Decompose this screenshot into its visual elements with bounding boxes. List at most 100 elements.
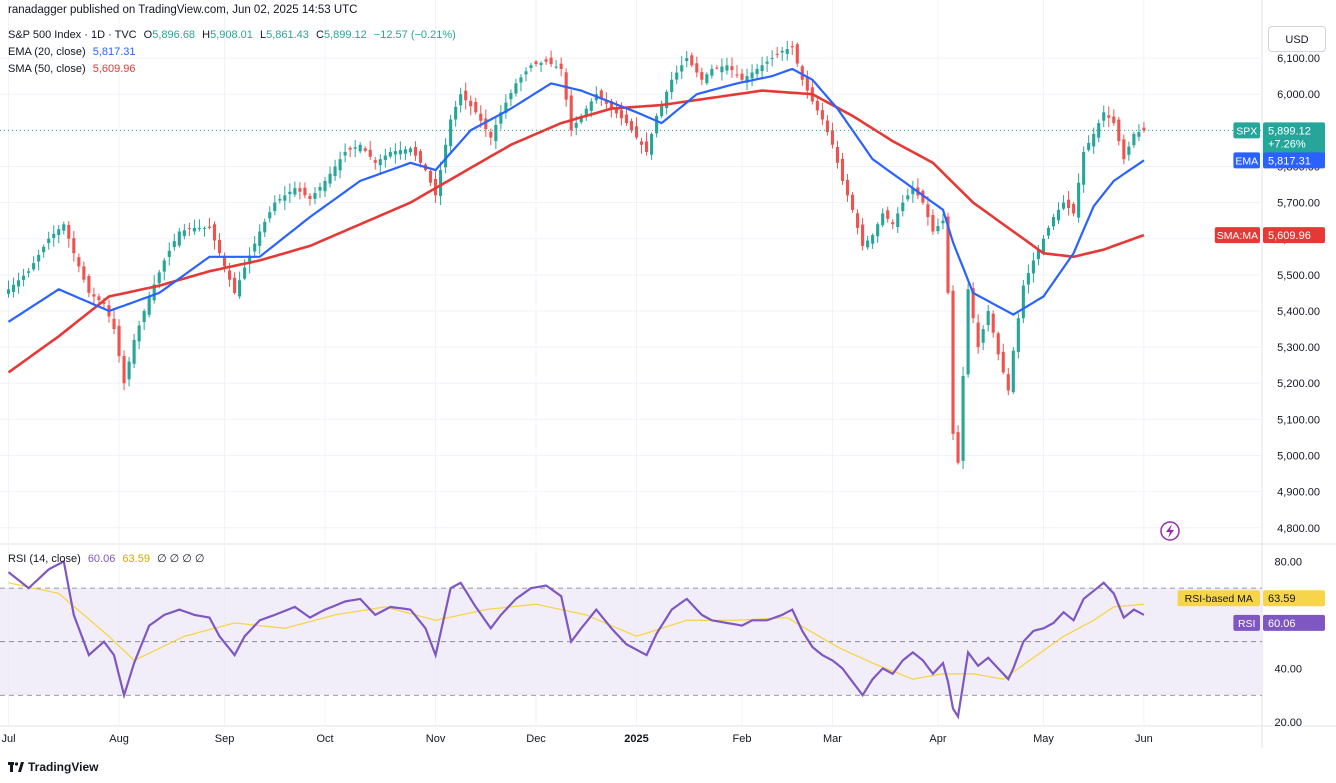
rsi-badge-label: RSI: [1238, 618, 1256, 630]
candle-body: [574, 123, 578, 128]
candle-body: [408, 148, 412, 153]
candle-body: [449, 119, 453, 147]
candle-body: [253, 243, 257, 252]
candle-body: [820, 110, 824, 120]
candle-body: [891, 222, 895, 225]
candle-body: [780, 50, 784, 53]
candle-body: [931, 215, 935, 232]
candle-body: [1087, 142, 1091, 151]
candle-body: [1046, 227, 1051, 236]
spx-badge-label: SPX: [1236, 125, 1257, 137]
candle-body: [278, 198, 282, 201]
low-label: L: [259, 29, 267, 41]
rsi-legend-label: RSI (14, close): [8, 553, 81, 565]
candle-body: [1031, 260, 1035, 274]
candle-body: [881, 213, 885, 226]
candle-body: [871, 235, 875, 244]
spx-badge-extra: +7.26%: [1268, 138, 1306, 150]
candle-body: [243, 267, 247, 279]
candle-body: [645, 141, 649, 153]
candle-body: [127, 361, 131, 380]
candle-body: [544, 59, 548, 62]
candle-body: [373, 160, 377, 163]
candle-body: [715, 67, 719, 69]
rsi-ma-badge-label: RSI-based MA: [1185, 593, 1253, 605]
candle-body: [308, 195, 312, 199]
candle-body: [97, 296, 101, 301]
candle-body: [22, 275, 26, 280]
candle-body: [579, 115, 583, 123]
candle-body: [770, 58, 774, 60]
candle-body: [680, 65, 684, 72]
candle-body: [655, 115, 659, 134]
ema-badge-value-bg: [1263, 152, 1325, 169]
price-tick-label: 5,400.00: [1277, 306, 1320, 318]
candle-body: [589, 101, 593, 111]
symbol-name: S&P 500 Index · 1D · TVC: [8, 29, 137, 41]
candle-body: [474, 101, 478, 113]
candle-body: [961, 376, 965, 461]
candle-body: [11, 284, 16, 292]
currency-button[interactable]: USD: [1268, 26, 1326, 52]
candle-body: [1036, 249, 1040, 260]
candle-body: [338, 159, 342, 171]
candle-body: [353, 147, 357, 149]
candle-body: [313, 192, 317, 199]
candle-body: [1067, 199, 1071, 209]
candle-body: [956, 432, 960, 463]
candle-body: [775, 53, 779, 55]
candle-body: [393, 151, 397, 155]
candle-body: [569, 95, 573, 131]
candle-body: [303, 187, 307, 196]
candle-body: [660, 103, 664, 117]
candle-body: [745, 76, 749, 83]
rsi-legend-value: 60.06: [87, 553, 116, 565]
sma-legend[interactable]: SMA (50, close) 5,609.96: [8, 63, 140, 75]
candle-body: [695, 63, 699, 73]
rsi-legend[interactable]: RSI (14, close) 60.06 63.59 ∅ ∅ ∅ ∅: [8, 552, 209, 565]
ema-legend[interactable]: EMA (20, close) 5,817.31: [8, 46, 140, 58]
candle-body: [690, 55, 694, 66]
candle-body: [1021, 285, 1025, 319]
candle-body: [901, 202, 905, 212]
candle-body: [238, 280, 242, 297]
candle-body: [152, 284, 156, 301]
candle-body: [514, 83, 518, 94]
candle-body: [1097, 123, 1101, 138]
candle-body: [785, 49, 789, 54]
rsi-ma-badge: RSI-based MA 63.59: [1177, 590, 1325, 607]
candle-body: [675, 72, 679, 80]
tradingview-footer[interactable]: TradingView: [8, 760, 98, 774]
candle-body: [157, 272, 161, 284]
time-tick-label: Jul: [1, 733, 15, 745]
alert-icon-bolt: [1166, 524, 1174, 538]
candle-body: [444, 144, 448, 168]
candle-body: [27, 271, 31, 273]
candle-body: [946, 216, 950, 293]
candle-body: [665, 91, 669, 108]
candle-body: [117, 325, 121, 357]
spx-badge-value: 5,899.12: [1268, 125, 1311, 137]
candle-body: [1142, 127, 1146, 131]
close-value: 5,899.12: [323, 29, 367, 41]
candle-body: [1127, 146, 1131, 155]
sma-badge-label: SMA:MA: [1217, 230, 1258, 242]
candle-body: [92, 294, 96, 297]
candle-body: [87, 275, 91, 293]
time-axis[interactable]: Jul Aug Sep Oct Nov Dec 2025 Feb Mar Apr May Jun: [1, 733, 1152, 745]
candle-body: [403, 149, 407, 154]
candle-body: [624, 114, 629, 124]
candle-body: [1082, 152, 1086, 185]
candle-body: [504, 102, 508, 113]
candle-body: [162, 260, 166, 272]
candle-body: [539, 62, 543, 66]
candle-body: [32, 263, 36, 270]
candle-body: [971, 288, 975, 319]
rsi-panel: [0, 587, 1262, 696]
candle-body: [609, 101, 613, 109]
sma-50-line: [7, 89, 1145, 374]
candle-body: [1102, 112, 1106, 121]
candle-body: [634, 126, 639, 138]
candle-body: [6, 289, 11, 294]
